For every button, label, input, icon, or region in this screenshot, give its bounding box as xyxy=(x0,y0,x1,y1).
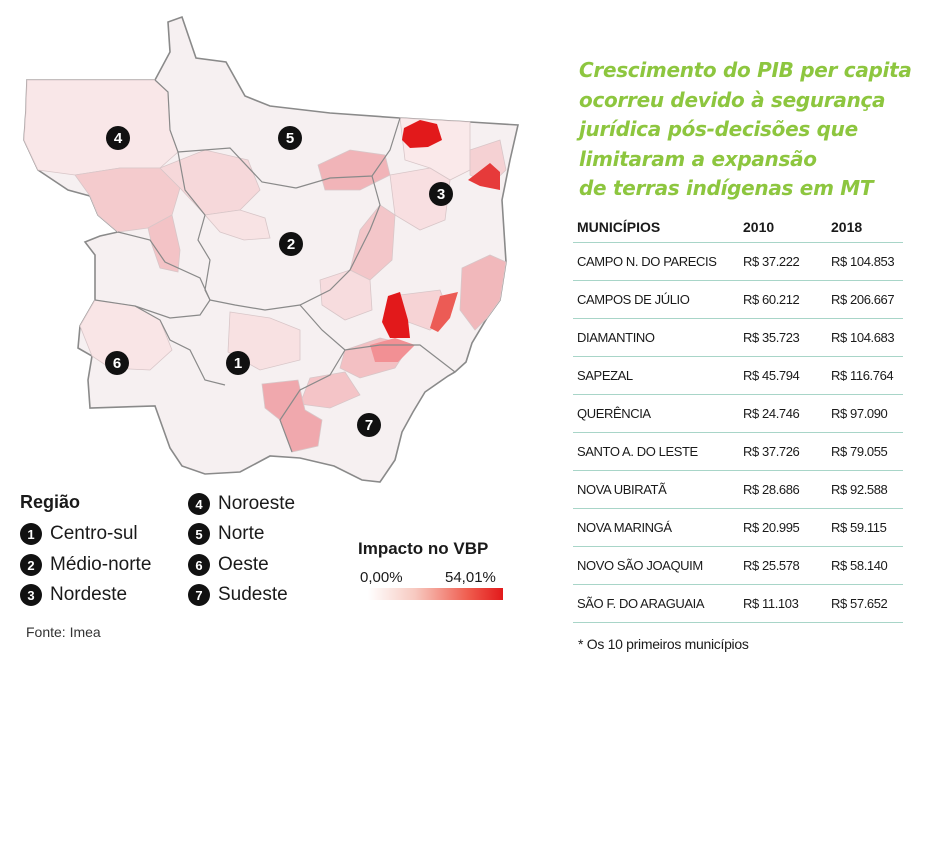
legend-badge: 1 xyxy=(20,523,42,545)
legend-badge: 2 xyxy=(20,554,42,576)
cell-2018: R$ 104.683 xyxy=(827,318,903,357)
region-marker-2: 2 xyxy=(279,232,303,256)
legend-item-medio-norte: 2 Médio-norte xyxy=(20,554,151,576)
cell-municipio: DIAMANTINO xyxy=(573,318,739,357)
table-row: CAMPOS DE JÚLIO R$ 60.212 R$ 206.667 xyxy=(573,280,903,319)
column-header-2018: 2018 xyxy=(827,214,903,243)
svg-text:6: 6 xyxy=(113,355,121,372)
gdp-per-capita-table: MUNICÍPIOS 2010 2018 CAMPO N. DO PARECIS… xyxy=(573,214,903,623)
svg-text:7: 7 xyxy=(365,417,373,434)
headline-line: de terras indígenas em MT xyxy=(579,176,874,200)
region-marker-4: 4 xyxy=(106,126,130,150)
table-row: SANTO A. DO LESTE R$ 37.726 R$ 79.055 xyxy=(573,432,903,471)
svg-text:4: 4 xyxy=(114,130,123,147)
region-legend-title: Região xyxy=(20,492,81,512)
cell-municipio: SÃO F. DO ARAGUAIA xyxy=(573,584,739,623)
region-marker-6: 6 xyxy=(105,351,129,375)
table-row: NOVA MARINGÁ R$ 20.995 R$ 59.115 xyxy=(573,508,903,547)
cell-2010: R$ 35.723 xyxy=(739,318,827,357)
legend-item-nordeste: 3 Nordeste xyxy=(20,584,127,606)
cell-2010: R$ 45.794 xyxy=(739,356,827,395)
legend-label: Nordeste xyxy=(50,584,128,605)
cell-municipio: SANTO A. DO LESTE xyxy=(573,432,739,471)
cell-2010: R$ 37.726 xyxy=(739,432,827,471)
headline-line: jurídica pós-decisões que xyxy=(579,117,858,141)
cell-2018: R$ 58.140 xyxy=(827,546,903,585)
headline: Crescimento do PIB per capita ocorreu de… xyxy=(579,56,912,204)
legend-badge: 7 xyxy=(188,584,210,606)
svg-text:5: 5 xyxy=(286,130,294,147)
legend-item-centro-sul: 1 Centro-sul xyxy=(20,523,138,545)
legend-badge: 6 xyxy=(188,554,210,576)
impact-scale-min: 0,00% xyxy=(360,569,403,586)
impact-scale-title: Impacto no VBP xyxy=(358,539,489,558)
region-marker-3: 3 xyxy=(429,182,453,206)
cell-2010: R$ 28.686 xyxy=(739,470,827,509)
cell-2010: R$ 37.222 xyxy=(739,242,827,281)
svg-text:1: 1 xyxy=(234,355,242,372)
cell-2010: R$ 25.578 xyxy=(739,546,827,585)
cell-municipio: CAMPOS DE JÚLIO xyxy=(573,280,739,319)
table-row: CAMPO N. DO PARECIS R$ 37.222 R$ 104.853 xyxy=(573,242,903,281)
cell-municipio: QUERÊNCIA xyxy=(573,394,739,433)
high-impact-areas xyxy=(370,120,500,362)
cell-municipio: SAPEZAL xyxy=(573,356,739,395)
svg-text:2: 2 xyxy=(287,236,295,253)
cell-2018: R$ 206.667 xyxy=(827,280,903,319)
table-body: CAMPO N. DO PARECIS R$ 37.222 R$ 104.853 CA… xyxy=(573,242,903,623)
cell-municipio: CAMPO N. DO PARECIS xyxy=(573,242,739,281)
cell-municipio: NOVA UBIRATÃ xyxy=(573,470,739,509)
column-header-municipios: MUNICÍPIOS xyxy=(573,214,739,243)
impact-color-bar xyxy=(368,588,503,600)
legend-label: Sudeste xyxy=(218,584,288,605)
svg-text:3: 3 xyxy=(437,186,445,203)
headline-line: limitaram a expansão xyxy=(579,146,817,171)
table-row: SAPEZAL R$ 45.794 R$ 116.764 xyxy=(573,356,903,395)
cell-2018: R$ 79.055 xyxy=(827,432,903,471)
cell-2010: R$ 11.103 xyxy=(739,584,827,623)
table-row: NOVO SÃO JOAQUIM R$ 25.578 R$ 58.140 xyxy=(573,546,903,585)
legend-label: Médio-norte xyxy=(50,554,152,575)
legend-badge: 3 xyxy=(20,584,42,606)
table-row: SÃO F. DO ARAGUAIA R$ 11.103 R$ 57.652 xyxy=(573,584,903,623)
mato-grosso-map: 4 5 3 2 6 1 7 xyxy=(23,15,519,483)
legend-label: Noroeste xyxy=(218,493,296,514)
legend-badge: 5 xyxy=(188,523,210,545)
column-header-2010: 2010 xyxy=(739,214,827,243)
table-row: NOVA UBIRATÃ R$ 28.686 R$ 92.588 xyxy=(573,470,903,509)
region-marker-7: 7 xyxy=(357,413,381,437)
cell-2018: R$ 59.115 xyxy=(827,508,903,547)
table-row: QUERÊNCIA R$ 24.746 R$ 97.090 xyxy=(573,394,903,433)
legend-item-noroeste: 4 Noroeste xyxy=(188,493,295,515)
cell-2018: R$ 92.588 xyxy=(827,470,903,509)
legend-label: Centro-sul xyxy=(50,523,138,544)
headline-line: ocorreu devido à segurança xyxy=(579,87,886,112)
source-note: Fonte: Imea xyxy=(26,624,101,640)
legend-label: Oeste xyxy=(218,554,269,575)
cell-2010: R$ 60.212 xyxy=(739,280,827,319)
cell-municipio: NOVO SÃO JOAQUIM xyxy=(573,546,739,585)
cell-2018: R$ 116.764 xyxy=(827,356,903,395)
table-row: DIAMANTINO R$ 35.723 R$ 104.683 xyxy=(573,318,903,357)
region-marker-5: 5 xyxy=(278,126,302,150)
region-fills xyxy=(23,79,507,453)
cell-2018: R$ 97.090 xyxy=(827,394,903,433)
region-borders xyxy=(94,79,456,453)
cell-2010: R$ 24.746 xyxy=(739,394,827,433)
legend-item-sudeste: 7 Sudeste xyxy=(188,584,288,606)
region-marker-1: 1 xyxy=(226,351,250,375)
impact-scale-max: 54,01% xyxy=(445,569,496,586)
legend-label: Norte xyxy=(218,523,265,544)
table-header-row: MUNICÍPIOS 2010 2018 xyxy=(573,214,903,243)
legend-item-oeste: 6 Oeste xyxy=(188,554,269,576)
cell-2018: R$ 104.853 xyxy=(827,242,903,281)
cell-2018: R$ 57.652 xyxy=(827,584,903,623)
legend-item-norte: 5 Norte xyxy=(188,523,264,545)
legend-badge: 4 xyxy=(188,493,210,515)
table-footnote: * Os 10 primeiros municípios xyxy=(578,636,749,652)
cell-2010: R$ 20.995 xyxy=(739,508,827,547)
region-markers: 4 5 3 2 6 1 7 xyxy=(105,126,453,437)
cell-municipio: NOVA MARINGÁ xyxy=(573,508,739,547)
headline-line: Crescimento do PIB per capita xyxy=(579,58,912,82)
